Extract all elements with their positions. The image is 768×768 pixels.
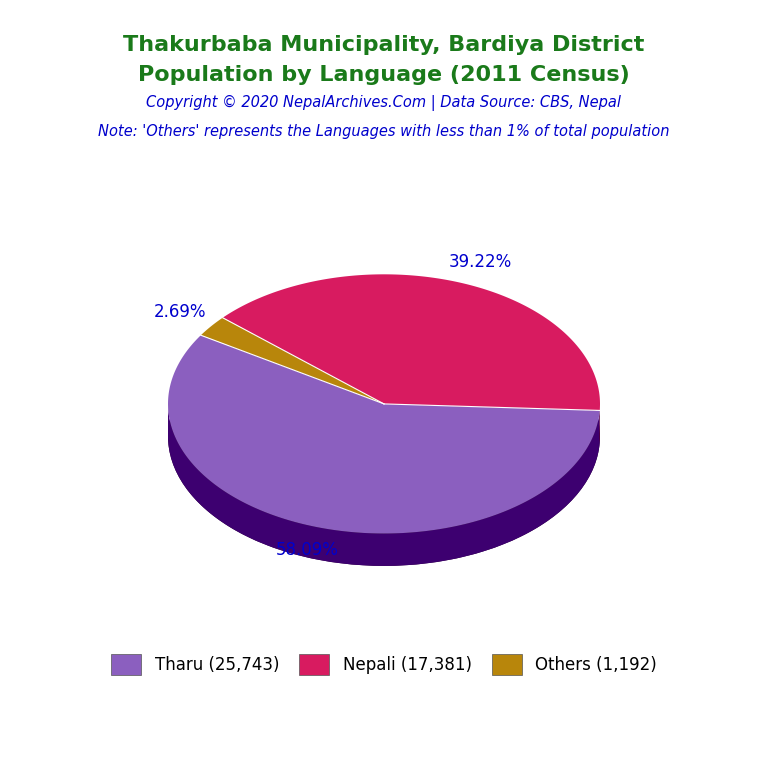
Text: Note: 'Others' represents the Languages with less than 1% of total population: Note: 'Others' represents the Languages … — [98, 124, 670, 140]
Legend: Tharu (25,743), Nepali (17,381), Others (1,192): Tharu (25,743), Nepali (17,381), Others … — [104, 647, 664, 681]
Polygon shape — [223, 274, 600, 410]
Text: 58.09%: 58.09% — [276, 541, 339, 559]
Text: 2.69%: 2.69% — [154, 303, 207, 321]
Polygon shape — [200, 318, 384, 404]
Ellipse shape — [168, 306, 600, 566]
Text: Copyright © 2020 NepalArchives.Com | Data Source: CBS, Nepal: Copyright © 2020 NepalArchives.Com | Dat… — [147, 95, 621, 111]
Polygon shape — [168, 336, 600, 534]
Text: Thakurbaba Municipality, Bardiya District: Thakurbaba Municipality, Bardiya Distric… — [124, 35, 644, 55]
Text: Population by Language (2011 Census): Population by Language (2011 Census) — [138, 65, 630, 85]
Polygon shape — [168, 406, 600, 566]
Text: 39.22%: 39.22% — [449, 253, 512, 271]
